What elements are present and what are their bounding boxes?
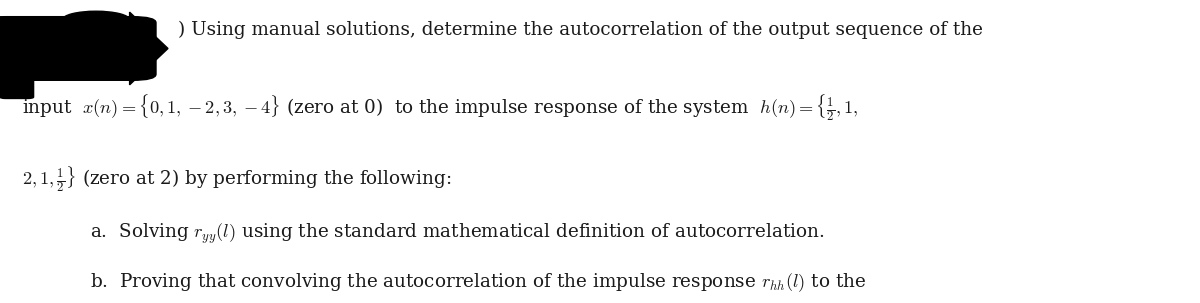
Circle shape xyxy=(62,11,130,28)
FancyBboxPatch shape xyxy=(0,17,156,80)
FancyBboxPatch shape xyxy=(0,68,34,98)
Text: b.  Proving that convolving the autocorrelation of the impulse response $r_{hh}(: b. Proving that convolving the autocorre… xyxy=(90,271,866,294)
Text: a.  Solving $r_{yy}(l)$ using the standard mathematical definition of autocorrel: a. Solving $r_{yy}(l)$ using the standar… xyxy=(90,221,824,245)
Polygon shape xyxy=(130,12,168,85)
Text: $2, 1, \frac{1}{2}\}$ (zero at 2) by performing the following:: $2, 1, \frac{1}{2}\}$ (zero at 2) by per… xyxy=(22,164,451,194)
Text: input  $x(n) = \{0, 1, -2, 3, -4\}$ (zero at 0)  to the impulse response of the : input $x(n) = \{0, 1, -2, 3, -4\}$ (zero… xyxy=(22,92,858,123)
Text: ) Using manual solutions, determine the autocorrelation of the output sequence o: ) Using manual solutions, determine the … xyxy=(178,21,983,39)
